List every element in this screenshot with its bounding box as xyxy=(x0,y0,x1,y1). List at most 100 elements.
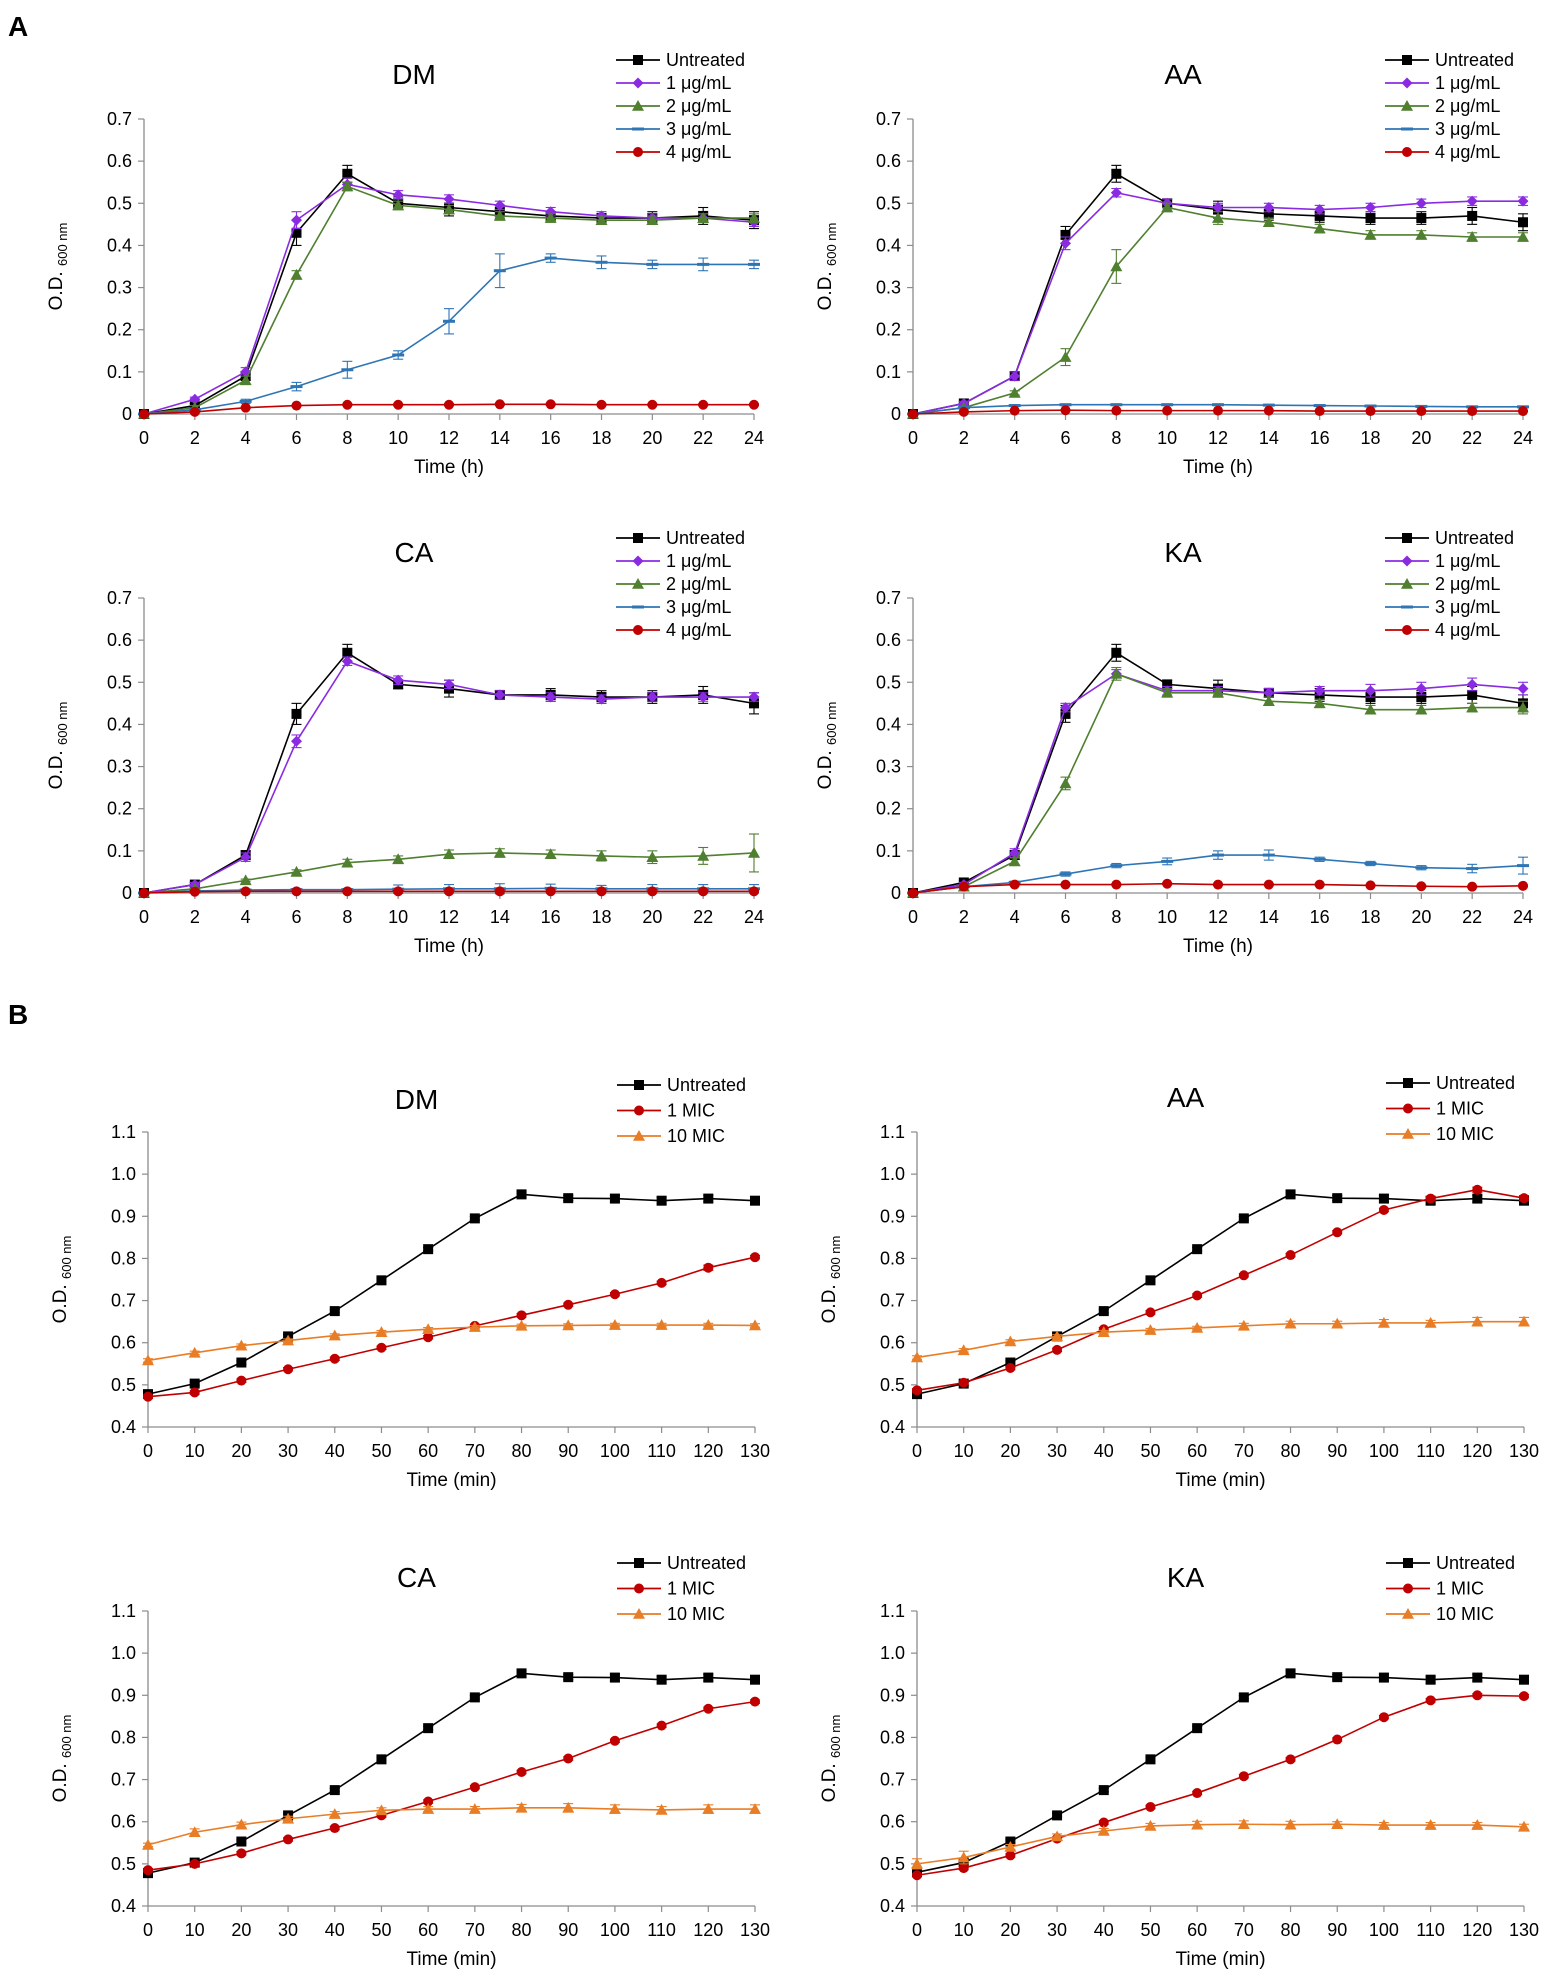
x-tick-label: 90 xyxy=(1327,1920,1347,1940)
data-point xyxy=(1364,404,1377,408)
data-point xyxy=(1052,1344,1063,1355)
data-point xyxy=(1425,1674,1436,1685)
data-point xyxy=(1004,1335,1017,1347)
series-1 xyxy=(143,1696,760,1876)
x-tick-label: 120 xyxy=(693,1920,723,1940)
x-tick-label: 80 xyxy=(1281,1920,1301,1940)
data-point xyxy=(1059,872,1072,876)
x-tick-label: 12 xyxy=(439,907,459,927)
y-tick-label: 0.4 xyxy=(880,1417,905,1437)
data-point xyxy=(563,1299,574,1310)
y-axis-label-main: O.D. xyxy=(819,1279,840,1323)
y-tick-label: 0.2 xyxy=(107,320,132,340)
data-point xyxy=(236,1848,247,1859)
y-tick-label: 0.3 xyxy=(107,278,132,298)
y-tick-label: 0.3 xyxy=(107,757,132,777)
data-point xyxy=(1145,1801,1156,1812)
data-point xyxy=(235,1818,248,1830)
y-tick-label: 0 xyxy=(891,404,901,424)
legend-marker xyxy=(1402,533,1412,543)
series-line xyxy=(916,1672,1525,1874)
y-tick-label: 0.6 xyxy=(107,151,132,171)
x-tick-label: 50 xyxy=(1140,1920,1160,1940)
x-tick-label: 70 xyxy=(1234,1441,1254,1461)
data-point xyxy=(1263,405,1274,416)
data-point xyxy=(1518,1820,1530,1832)
data-point xyxy=(1518,880,1528,891)
y-axis-label-unit: 600 nm xyxy=(59,1236,74,1279)
data-point xyxy=(703,1672,714,1683)
legend-label: 2 μg/mL xyxy=(1435,96,1500,116)
y-tick-label: 0.7 xyxy=(876,588,901,608)
data-point xyxy=(595,214,608,225)
legend-marker xyxy=(632,555,644,567)
data-point xyxy=(1212,202,1224,213)
series-2 xyxy=(142,1801,761,1850)
data-point xyxy=(1098,1817,1109,1828)
legend-marker xyxy=(1401,578,1413,589)
data-point xyxy=(1467,689,1478,700)
legend-marker xyxy=(1401,127,1413,131)
data-point xyxy=(1212,853,1224,857)
y-axis-label-main: O.D. xyxy=(50,1758,71,1802)
data-point xyxy=(516,1310,527,1321)
y-tick-label: 0.4 xyxy=(111,1896,136,1916)
data-point xyxy=(142,1354,154,1366)
data-point xyxy=(595,849,608,861)
series-line xyxy=(143,257,754,415)
series-1 xyxy=(138,655,760,899)
data-point xyxy=(1110,667,1123,679)
data-point xyxy=(1161,403,1174,407)
x-tick-label: 90 xyxy=(558,1441,578,1461)
data-point xyxy=(1192,1290,1203,1301)
y-tick-label: 0.7 xyxy=(880,1291,905,1311)
y-tick-label: 0 xyxy=(122,883,132,903)
legend-label: Untreated xyxy=(666,528,745,548)
legend-marker xyxy=(633,533,643,543)
data-point xyxy=(189,1858,200,1869)
data-point xyxy=(1517,231,1529,242)
y-axis-label-main: O.D. xyxy=(819,1758,840,1802)
data-point xyxy=(1331,1818,1344,1830)
data-point xyxy=(1416,692,1427,703)
legend-marker xyxy=(1401,100,1413,111)
data-point xyxy=(376,1275,387,1286)
data-point xyxy=(1192,1788,1203,1799)
data-point xyxy=(544,212,557,223)
data-point xyxy=(1004,1841,1017,1852)
x-tick-label: 2 xyxy=(959,428,969,448)
x-tick-label: 24 xyxy=(744,428,764,448)
legend-marker xyxy=(634,1080,644,1090)
data-point xyxy=(515,1319,528,1331)
data-point xyxy=(544,848,557,860)
data-point xyxy=(1466,678,1478,690)
data-point xyxy=(1313,404,1326,408)
data-point xyxy=(1416,881,1427,892)
data-point xyxy=(1472,1672,1483,1683)
data-point xyxy=(1237,1818,1250,1830)
data-point xyxy=(1111,168,1122,179)
legend-label: Untreated xyxy=(666,50,745,70)
data-point xyxy=(1467,881,1478,892)
legend-marker xyxy=(1403,1583,1413,1594)
data-point xyxy=(703,1193,714,1204)
y-tick-label: 0.7 xyxy=(880,1770,905,1790)
x-tick-label: 22 xyxy=(1462,907,1482,927)
data-point xyxy=(342,399,353,410)
data-point xyxy=(646,262,659,266)
data-point xyxy=(1009,370,1021,382)
data-point xyxy=(283,1364,294,1375)
data-point xyxy=(329,1785,340,1796)
series-line xyxy=(916,1320,1524,1359)
series-line xyxy=(147,1807,755,1846)
legend-marker xyxy=(633,1130,645,1141)
data-point xyxy=(1415,683,1427,695)
data-point xyxy=(240,851,252,863)
x-tick-label: 20 xyxy=(1411,907,1431,927)
chart-b-dm: DM 0.4 0.5 0.6 0.7 0.8 0.9 1.0 1.1 0 10 20 30 40 50 60 7… xyxy=(50,1075,770,1491)
x-tick-label: 30 xyxy=(278,1441,298,1461)
legend-label: 1 MIC xyxy=(667,1579,715,1599)
x-tick-label: 30 xyxy=(1047,1441,1067,1461)
x-tick-label: 8 xyxy=(342,428,352,448)
